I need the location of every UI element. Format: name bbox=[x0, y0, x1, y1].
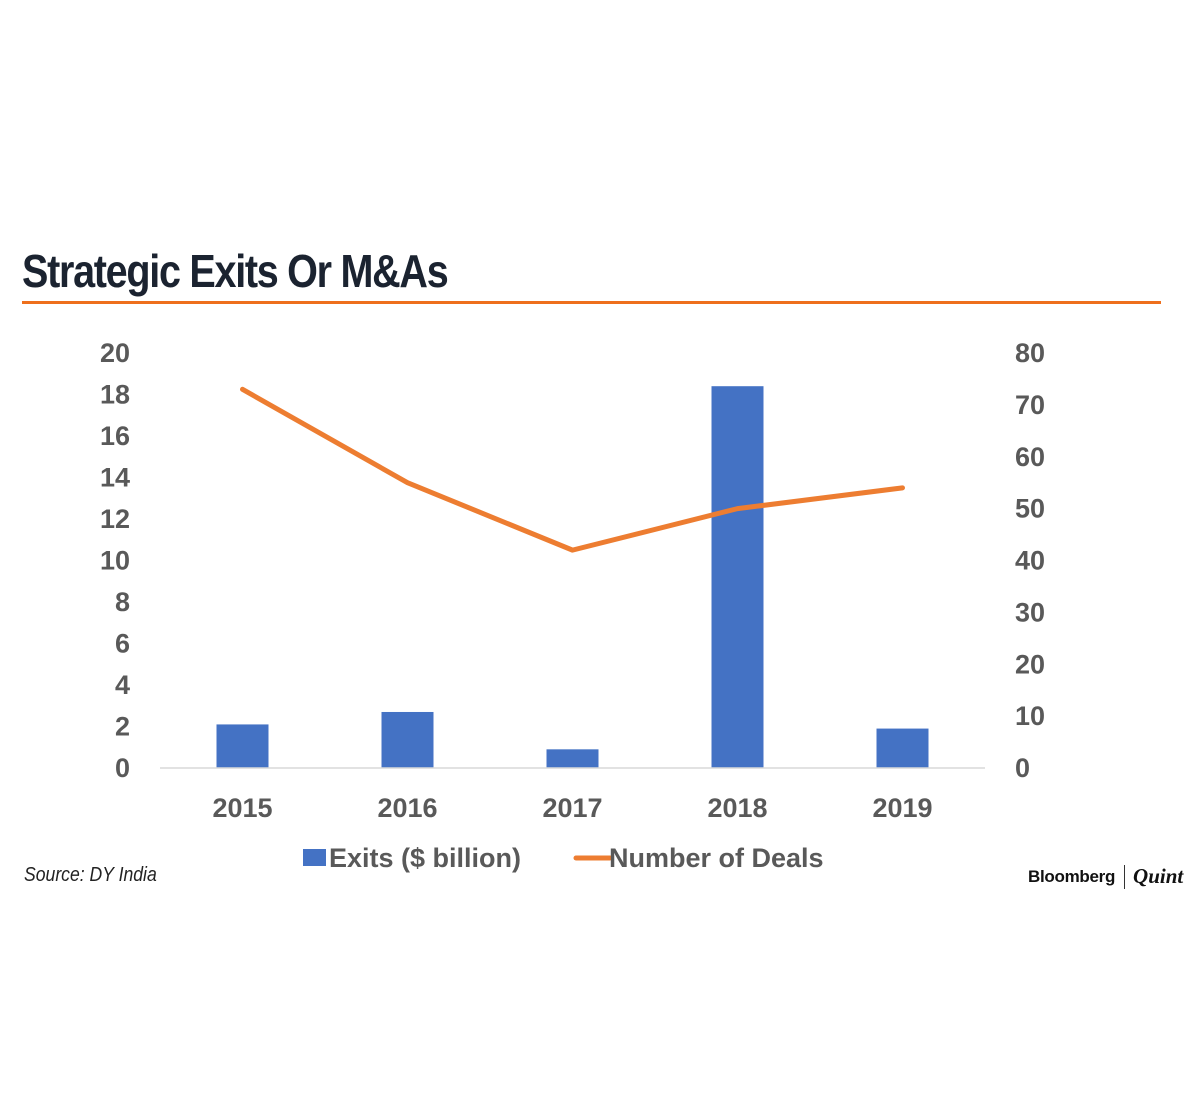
x-tick-label: 2018 bbox=[707, 793, 767, 823]
brand-quint: Quint bbox=[1133, 864, 1184, 888]
legend-label-deals: Number of Deals bbox=[609, 843, 824, 873]
y-left-tick-label: 2 bbox=[115, 712, 130, 742]
legend: Exits ($ billion) Number of Deals bbox=[303, 843, 824, 873]
y-right-tick-label: 10 bbox=[1015, 701, 1045, 731]
bar-2019 bbox=[876, 728, 929, 768]
source-note: Source: DY India bbox=[24, 864, 157, 886]
x-tick-label: 2016 bbox=[377, 793, 437, 823]
y-right-tick-label: 70 bbox=[1015, 390, 1045, 420]
title-underline bbox=[22, 301, 1161, 304]
y-axis-right: 0 10 20 30 40 50 60 70 80 bbox=[1015, 338, 1045, 783]
y-left-tick-label: 14 bbox=[100, 463, 130, 493]
y-left-tick-label: 16 bbox=[100, 421, 130, 451]
x-axis: 2015 2016 2017 2018 2019 bbox=[212, 793, 932, 823]
y-left-tick-label: 0 bbox=[115, 753, 130, 783]
legend-swatch-exits bbox=[303, 849, 326, 866]
y-left-tick-label: 4 bbox=[115, 670, 130, 700]
y-left-tick-label: 8 bbox=[115, 587, 130, 617]
bar-2015 bbox=[216, 724, 269, 768]
legend-label-exits: Exits ($ billion) bbox=[329, 843, 521, 873]
y-right-tick-label: 0 bbox=[1015, 753, 1030, 783]
y-left-tick-label: 6 bbox=[115, 629, 130, 659]
y-axis-left: 0 2 4 6 8 10 12 14 16 18 20 bbox=[100, 338, 130, 783]
y-right-tick-label: 20 bbox=[1015, 649, 1045, 679]
y-right-tick-label: 30 bbox=[1015, 597, 1045, 627]
y-left-tick-label: 10 bbox=[100, 546, 130, 576]
bar-2017 bbox=[546, 749, 599, 768]
line-number-of-deals bbox=[240, 386, 905, 553]
bar-2016 bbox=[381, 711, 434, 768]
x-tick-label: 2015 bbox=[212, 793, 272, 823]
y-left-tick-label: 20 bbox=[100, 338, 130, 368]
y-right-tick-label: 80 bbox=[1015, 338, 1045, 368]
y-right-tick-label: 50 bbox=[1015, 494, 1045, 524]
y-left-tick-label: 12 bbox=[100, 504, 130, 534]
x-tick-label: 2017 bbox=[542, 793, 602, 823]
y-right-tick-label: 40 bbox=[1015, 546, 1045, 576]
x-tick-label: 2019 bbox=[872, 793, 932, 823]
chart-title: Strategic Exits Or M&As bbox=[22, 245, 449, 297]
brand-separator bbox=[1124, 864, 1126, 889]
brand-logo: Bloomberg Quint bbox=[1028, 864, 1183, 889]
brand-bloomberg: Bloomberg bbox=[1028, 866, 1116, 886]
line-series bbox=[240, 386, 905, 553]
bar-series bbox=[216, 386, 929, 768]
y-left-tick-label: 18 bbox=[100, 380, 130, 410]
y-right-tick-label: 60 bbox=[1015, 442, 1045, 472]
bar-2018 bbox=[711, 386, 764, 768]
